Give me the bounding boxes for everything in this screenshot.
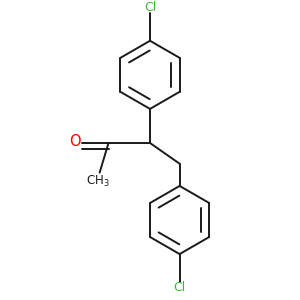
Text: CH$_3$: CH$_3$ <box>86 174 110 189</box>
Text: Cl: Cl <box>144 1 156 14</box>
Text: O: O <box>70 134 81 149</box>
Text: Cl: Cl <box>173 281 186 294</box>
